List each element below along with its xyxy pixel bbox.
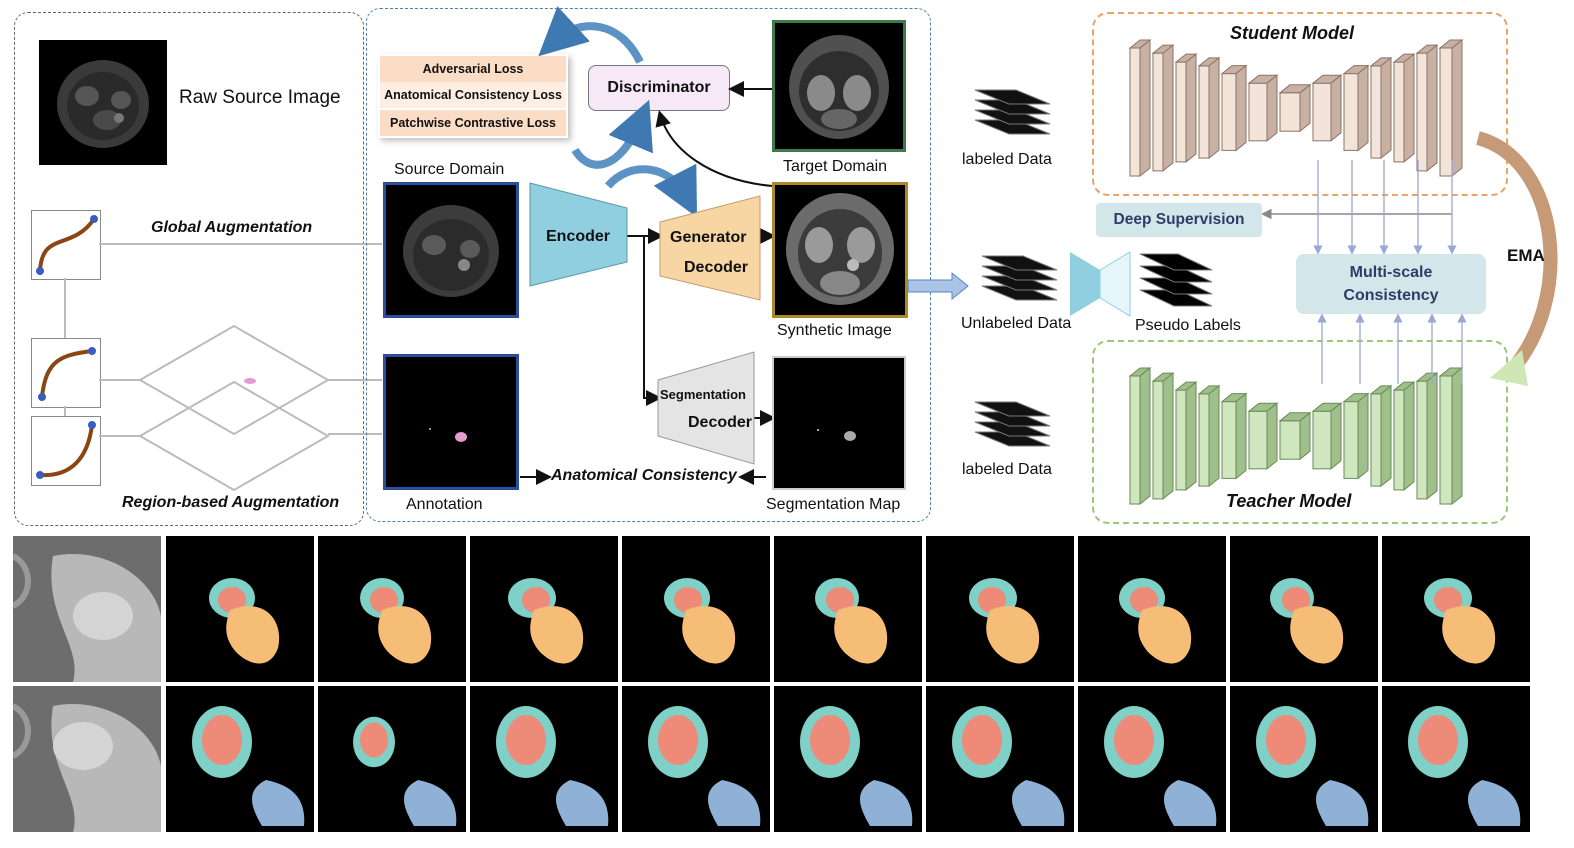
- segmentation-result-tile: [318, 686, 466, 832]
- augmentation-panel: [14, 12, 364, 526]
- segmentation-map-image: [772, 356, 906, 490]
- unlabeled-data-label: Unlabeled Data: [961, 315, 1072, 332]
- synthetic-image: [772, 182, 908, 318]
- ct-slice-image: [13, 536, 161, 682]
- segmentation-decoder-label: Decoder: [688, 414, 753, 431]
- source-domain-image: [383, 182, 519, 318]
- segmentation-result-tile: [622, 686, 770, 832]
- raw-source-image: [39, 40, 167, 165]
- segmentation-result-tile: [470, 536, 618, 682]
- global-augmentation-curve: [31, 210, 101, 280]
- segmentation-result-tile: [1078, 686, 1226, 832]
- multi-scale-consistency-box: [1296, 254, 1486, 314]
- segmentation-result-tile: [470, 686, 618, 832]
- raw-source-image-label: Raw Source Image: [179, 87, 341, 108]
- generator-label: Generator: [670, 229, 747, 246]
- translation-panel: [366, 8, 931, 522]
- segmentation-network-icon: [1070, 251, 1131, 317]
- region-augmentation-curve-2: [31, 416, 101, 486]
- labeled-data-stack-bottom: [974, 401, 1051, 447]
- teacher-model-label: Teacher Model: [1226, 491, 1352, 511]
- segmentation-result-tile: [622, 536, 770, 682]
- pseudo-labels-stack: [1139, 253, 1213, 307]
- segmentation-label: Segmentation: [660, 387, 746, 402]
- student-model-panel: [1092, 12, 1508, 196]
- multi-scale-label: Multi-scale: [1349, 264, 1433, 281]
- labeled-data-stack-top: [974, 89, 1051, 135]
- segmentation-result-tile: [774, 536, 922, 682]
- synthetic-image-label: Synthetic Image: [777, 322, 892, 339]
- segmentation-result-tile: [1382, 686, 1530, 832]
- segmentation-map-label: Segmentation Map: [766, 496, 901, 513]
- segmentation-result-tile: [166, 686, 314, 832]
- segmentation-result-tile: [318, 536, 466, 682]
- annotation-image: [383, 354, 519, 490]
- segmentation-result-tile: [926, 536, 1074, 682]
- segmentation-result-tile: [926, 686, 1074, 832]
- segmentation-result-tile: [774, 686, 922, 832]
- segmentation-result-tile: [166, 536, 314, 682]
- global-augmentation-label: Global Augmentation: [151, 219, 313, 236]
- annotation-label: Annotation: [406, 496, 483, 513]
- unlabeled-data-stack: [981, 255, 1058, 301]
- ct-slice-image: [13, 686, 161, 832]
- source-domain-label: Source Domain: [394, 161, 505, 178]
- segmentation-result-tile: [1382, 536, 1530, 682]
- patchwise-contrastive-loss: Patchwise Contrastive Loss: [380, 110, 566, 136]
- consistency-label: Consistency: [1343, 287, 1439, 304]
- segmentation-result-tile: [1230, 536, 1378, 682]
- segmentation-result-tile: [1230, 686, 1378, 832]
- adversarial-loss: Adversarial Loss: [380, 56, 566, 82]
- deep-supervision-box: Deep Supervision: [1096, 203, 1262, 237]
- student-model-label: Student Model: [1230, 23, 1354, 43]
- generator-decoder-label: Decoder: [684, 259, 749, 276]
- target-domain-label: Target Domain: [783, 158, 888, 175]
- pseudo-labels-label: Pseudo Labels: [1135, 317, 1241, 334]
- ema-label: EMA: [1507, 246, 1545, 265]
- target-domain-image: [772, 20, 906, 152]
- teacher-model-panel: [1092, 340, 1508, 524]
- encoder-label: Encoder: [546, 228, 611, 245]
- region-augmentation-curve-1: [31, 338, 101, 408]
- labeled-data-top-label: labeled Data: [962, 151, 1052, 168]
- anatomical-consistency-loss: Anatomical Consistency Loss: [380, 82, 566, 108]
- mri-scan-graphic: [57, 60, 149, 148]
- segmentation-result-tile: [1078, 536, 1226, 682]
- region-augmentation-label: Region-based Augmentation: [122, 494, 340, 511]
- anatomical-consistency-label: Anatomical Consistency: [551, 467, 737, 484]
- discriminator-box: Discriminator: [588, 65, 730, 111]
- segmentation-results-grid: [13, 536, 1531, 834]
- labeled-data-bottom-label: labeled Data: [962, 461, 1052, 478]
